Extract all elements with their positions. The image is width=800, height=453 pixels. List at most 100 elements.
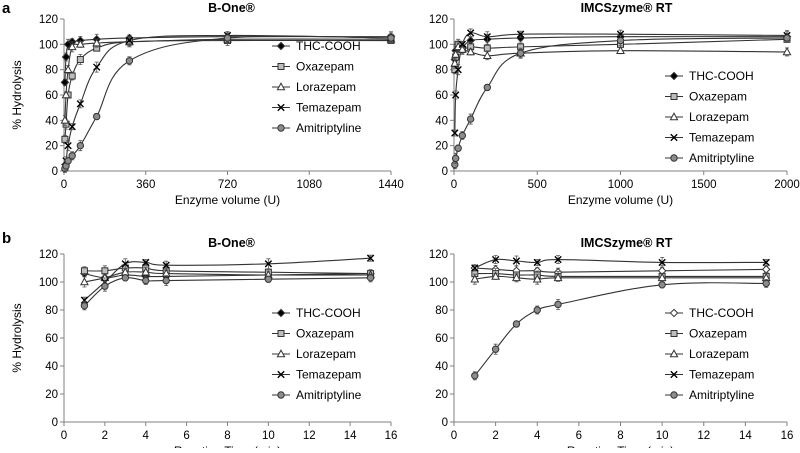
x-tick-label-b-right-0: 0 [451,430,457,442]
y-tick-label-b-right-3: 60 [435,333,448,345]
point-a-left-4-8 [388,35,394,41]
x-tick-label-b-left-4: 8 [224,430,230,442]
y-tick-label-a-right-5: 100 [429,39,448,51]
point-b-left-4-0 [81,303,87,309]
x-tick-label-a-left-3: 1080 [296,179,322,191]
chart-a-left: B-One®0204060801001200 360 720 1080 1440Enzy… [10,1,404,207]
x-tick-label-b-right-4: 8 [617,430,623,442]
legend-marker-b-left-4 [278,392,284,398]
legend-label-a-right-3: Temazepam [689,131,754,145]
legend-label-b-right-0: THC-COOH [689,306,754,320]
y-tick-label-a-left-2: 40 [45,115,58,127]
y-tick-label-b-right-5: 100 [429,277,448,289]
y-tick-label-b-left-4: 80 [45,305,58,317]
point-b-right-4-3 [534,307,540,313]
legend-label-a-right-4: Amitriptyline [689,151,755,165]
legend-marker-a-right-4 [671,155,677,161]
legend-marker-b-left-0 [277,309,284,316]
chart-a-right: IMCSzyme® RT 0 20 40 60 80 100 120 0 500 1000 1500 2… [429,1,800,207]
x-tick-label-b-right-6: 12 [697,430,710,442]
legend-label-b-left-4: Amitriptyline [296,388,362,402]
x-tick-label-b-left-5: 10 [262,430,275,442]
legend-marker-b-right-0 [670,309,677,316]
point-a-left-4-4 [77,142,83,148]
legend-label-b-left-3: Temazepam [296,368,361,382]
y-tick-label-b-left-6: 120 [39,249,58,261]
x-tick-label-b-right-1: 2 [492,430,498,442]
y-tick-label-a-right-2: 40 [435,115,448,127]
legend-marker-b-right-4 [671,392,677,398]
point-a-left-2-0 [61,117,68,124]
x-tick-label-b-right-7: 14 [739,430,752,442]
y-tick-label-b-right-0: 0 [442,417,448,429]
point-a-left-1-0 [62,136,68,142]
point-b-right-4-6 [763,280,769,286]
point-b-right-4-2 [513,321,519,327]
y-tick-label-a-left-1: 20 [45,141,58,153]
point-a-left-4-3 [69,153,75,159]
legend-label-a-right-1: Oxazepam [689,90,747,104]
y-tick-label-b-right-1: 20 [435,389,448,401]
legend-label-a-left-3: Temazepam [296,101,361,115]
chart-title-b-left: B-One® [208,236,256,250]
x-tick-label-a-right-3: 1500 [691,179,717,191]
x-tick-label-a-left-0: 0 [61,179,67,191]
legend-label-b-left-0: THC-COOH [296,306,361,320]
point-a-left-4-7 [224,35,230,41]
y-tick-label-a-left-3: 60 [45,90,58,102]
legend-marker-b-right-1 [671,331,677,337]
point-a-right-4-1 [452,155,458,161]
x-tick-label-b-left-3: 6 [183,430,189,442]
x-tick-label-a-right-0: 0 [451,179,457,191]
y-tick-label-b-left-1: 20 [45,389,58,401]
point-a-right-4-2 [455,145,461,151]
legend-marker-a-left-4 [278,125,284,131]
legend-marker-b-left-1 [278,331,284,337]
chart-title-a-right: IMCSzyme® RT [581,1,673,15]
legend-label-a-left-2: Lorazepam [296,80,356,94]
point-a-right-4-3 [459,132,465,138]
chart-title-a-left: B-One® [208,1,256,15]
legend-label-a-right-2: Lorazepam [689,110,749,124]
x-tick-label-a-left-4: 1440 [378,179,404,191]
point-b-left-4-5 [265,276,271,282]
x-tick-label-a-right-2: 1000 [608,179,634,191]
panel-letter-a: a [2,0,10,17]
point-b-left-1-0 [81,268,87,274]
point-a-left-1-4 [77,57,83,63]
y-tick-label-a-right-1: 20 [435,141,448,153]
y-tick-label-a-right-6: 120 [429,14,448,26]
series-line-b-left-4 [84,278,370,306]
y-tick-label-b-left-3: 60 [45,333,58,345]
x-tick-label-b-right-3: 6 [576,430,582,442]
y-tick-label-a-right-0: 0 [442,166,448,178]
legend-label-a-right-0: THC-COOH [689,69,754,83]
point-b-left-4-2 [122,275,128,281]
legend-marker-a-right-1 [671,94,677,100]
legend-marker-a-left-1 [278,64,284,70]
y-tick-label-a-left-4: 80 [45,65,58,77]
point-a-right-4-0 [452,161,458,167]
y-tick-label-a-left-5: 100 [39,39,58,51]
legend-label-a-left-4: Amitriptyline [296,121,362,135]
y-tick-label-a-right-3: 60 [435,90,448,102]
legend-label-b-right-4: Amitriptyline [689,388,755,402]
x-tick-label-b-left-6: 12 [303,430,316,442]
point-a-right-1-5 [484,45,490,51]
point-b-right-4-5 [659,282,665,288]
x-axis-label-a-right: Enzyme volume (U) [568,193,673,207]
y-tick-label-b-left-5: 100 [39,277,58,289]
y-axis-label-a-left: % Hydrolysis [10,60,24,129]
point-a-right-4-4 [467,116,473,122]
point-a-right-4-5 [484,84,490,90]
legend-label-b-left-2: Lorazepam [296,347,356,361]
y-tick-label-b-right-4: 80 [435,305,448,317]
point-a-right-4-6 [517,50,523,56]
y-tick-label-a-left-6: 120 [39,14,58,26]
y-tick-label-a-left-0: 0 [52,166,58,178]
x-axis-label-b-right: Reaction Time (min) [567,444,674,448]
x-tick-label-b-left-8: 16 [385,430,398,442]
point-a-right-4-8 [784,35,790,41]
point-a-right-4-7 [617,37,623,43]
